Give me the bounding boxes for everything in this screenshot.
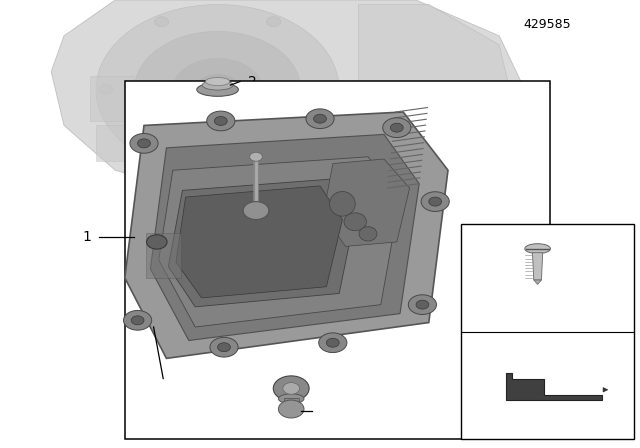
Circle shape <box>326 338 339 347</box>
Polygon shape <box>176 186 342 298</box>
Circle shape <box>306 109 334 129</box>
Polygon shape <box>168 179 355 307</box>
Bar <box>96 125 160 161</box>
Circle shape <box>96 4 339 175</box>
Text: A: A <box>477 267 486 280</box>
Polygon shape <box>534 280 541 284</box>
Ellipse shape <box>202 80 233 90</box>
Polygon shape <box>159 157 400 327</box>
Polygon shape <box>150 134 419 340</box>
Circle shape <box>390 123 403 132</box>
Circle shape <box>383 118 411 138</box>
Circle shape <box>278 400 304 418</box>
Ellipse shape <box>344 213 367 231</box>
Circle shape <box>195 74 240 105</box>
Polygon shape <box>51 0 525 206</box>
Ellipse shape <box>330 192 355 216</box>
Text: 3: 3 <box>320 404 329 418</box>
Bar <box>448 125 486 170</box>
Ellipse shape <box>278 394 304 404</box>
Circle shape <box>416 300 429 309</box>
Circle shape <box>147 235 167 249</box>
Circle shape <box>267 17 281 26</box>
Circle shape <box>319 333 347 353</box>
Circle shape <box>99 85 113 95</box>
Text: A: A <box>159 382 168 396</box>
Ellipse shape <box>525 244 550 254</box>
Circle shape <box>131 316 144 325</box>
Circle shape <box>451 105 470 119</box>
Bar <box>125 81 550 439</box>
Circle shape <box>429 197 442 206</box>
Text: 2: 2 <box>248 74 257 89</box>
Polygon shape <box>125 112 448 358</box>
Polygon shape <box>506 373 602 400</box>
Circle shape <box>283 383 300 394</box>
Circle shape <box>323 195 342 208</box>
Text: 429585: 429585 <box>524 18 571 31</box>
Circle shape <box>250 152 262 161</box>
Circle shape <box>218 343 230 352</box>
Ellipse shape <box>359 227 377 241</box>
Ellipse shape <box>205 78 230 86</box>
Circle shape <box>214 116 227 125</box>
Circle shape <box>323 85 337 95</box>
Polygon shape <box>532 253 543 280</box>
Circle shape <box>173 58 262 121</box>
Circle shape <box>421 192 449 211</box>
Circle shape <box>131 159 150 172</box>
Bar <box>284 398 299 408</box>
Circle shape <box>387 164 406 177</box>
Ellipse shape <box>197 83 239 96</box>
Text: 1: 1 <box>82 230 91 245</box>
Circle shape <box>408 295 436 314</box>
Circle shape <box>273 376 309 401</box>
Circle shape <box>124 310 152 330</box>
Bar <box>146 233 181 278</box>
Circle shape <box>130 134 158 153</box>
Bar <box>90 76 134 121</box>
Circle shape <box>314 114 326 123</box>
Circle shape <box>138 139 150 148</box>
Circle shape <box>210 337 238 357</box>
Polygon shape <box>323 159 410 246</box>
Circle shape <box>298 181 317 195</box>
Circle shape <box>155 17 169 26</box>
Circle shape <box>134 31 301 148</box>
Circle shape <box>154 153 168 163</box>
Circle shape <box>243 202 269 220</box>
Bar <box>384 161 435 193</box>
Polygon shape <box>358 4 512 202</box>
Bar <box>461 224 634 439</box>
Circle shape <box>207 111 235 131</box>
Circle shape <box>266 153 280 163</box>
